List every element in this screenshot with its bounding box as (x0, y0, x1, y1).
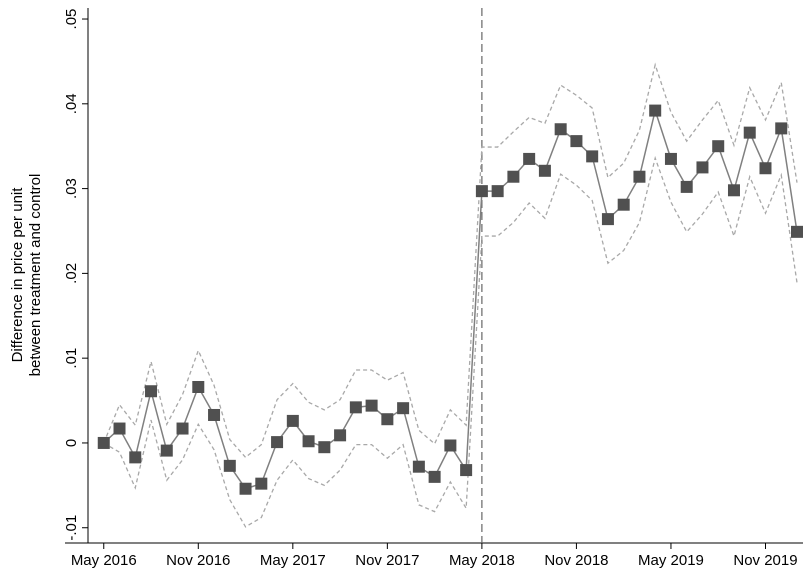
marker (302, 435, 315, 448)
y-tick-label: .01 (63, 348, 80, 369)
marker (460, 464, 473, 477)
x-tick-label: May 2019 (638, 552, 704, 569)
marker (775, 122, 788, 135)
marker (538, 164, 551, 177)
marker (271, 436, 284, 449)
marker (759, 162, 772, 175)
series-line (103, 107, 798, 490)
marker (743, 126, 756, 139)
marker (160, 444, 173, 457)
marker (176, 422, 189, 435)
y-tick-label: -.01 (63, 515, 80, 541)
x-tick-label: Nov 2016 (166, 552, 230, 569)
marker (381, 413, 394, 426)
marker (680, 180, 693, 193)
marker (601, 213, 614, 226)
x-tick-label: May 2017 (260, 552, 326, 569)
marker (113, 422, 126, 435)
marker (97, 436, 110, 449)
y-tick-label: .04 (63, 93, 80, 114)
marker (523, 152, 536, 165)
marker (507, 170, 520, 183)
marker (192, 380, 205, 393)
marker (696, 161, 709, 174)
ci-line (103, 62, 798, 459)
marker (444, 439, 457, 452)
x-tick-label: Nov 2017 (355, 552, 419, 569)
marker (633, 170, 646, 183)
marker (491, 185, 504, 198)
marker (318, 441, 331, 454)
y-tick-label: .05 (63, 9, 80, 30)
marker (617, 198, 630, 211)
marker (286, 414, 299, 427)
marker (334, 429, 347, 442)
marker (791, 225, 803, 238)
marker (712, 140, 725, 153)
y-tick-label: .03 (63, 178, 80, 199)
marker (239, 482, 252, 495)
ci-line (103, 155, 798, 528)
marker (349, 401, 362, 414)
x-tick-label: Nov 2018 (544, 552, 608, 569)
x-tick-label: Nov 2019 (733, 552, 797, 569)
marker (223, 459, 236, 472)
marker (475, 185, 488, 198)
marker (145, 385, 158, 398)
marker (649, 104, 662, 117)
y-tick-label: .02 (63, 263, 80, 284)
marker (428, 470, 441, 483)
marker (397, 402, 410, 415)
marker (255, 477, 268, 490)
marker (412, 460, 425, 473)
y-tick-label: 0 (63, 439, 80, 447)
marker (208, 408, 221, 421)
marker (664, 152, 677, 165)
marker (365, 399, 378, 412)
y-axis-label: between treatment and control (27, 174, 44, 377)
marker (727, 184, 740, 197)
y-axis-label: Difference in price per unit (9, 187, 26, 363)
x-tick-label: May 2018 (449, 552, 515, 569)
x-tick-label: May 2016 (71, 552, 137, 569)
marker (586, 150, 599, 163)
marker (129, 451, 142, 464)
marker (554, 123, 567, 136)
marker (570, 135, 583, 148)
